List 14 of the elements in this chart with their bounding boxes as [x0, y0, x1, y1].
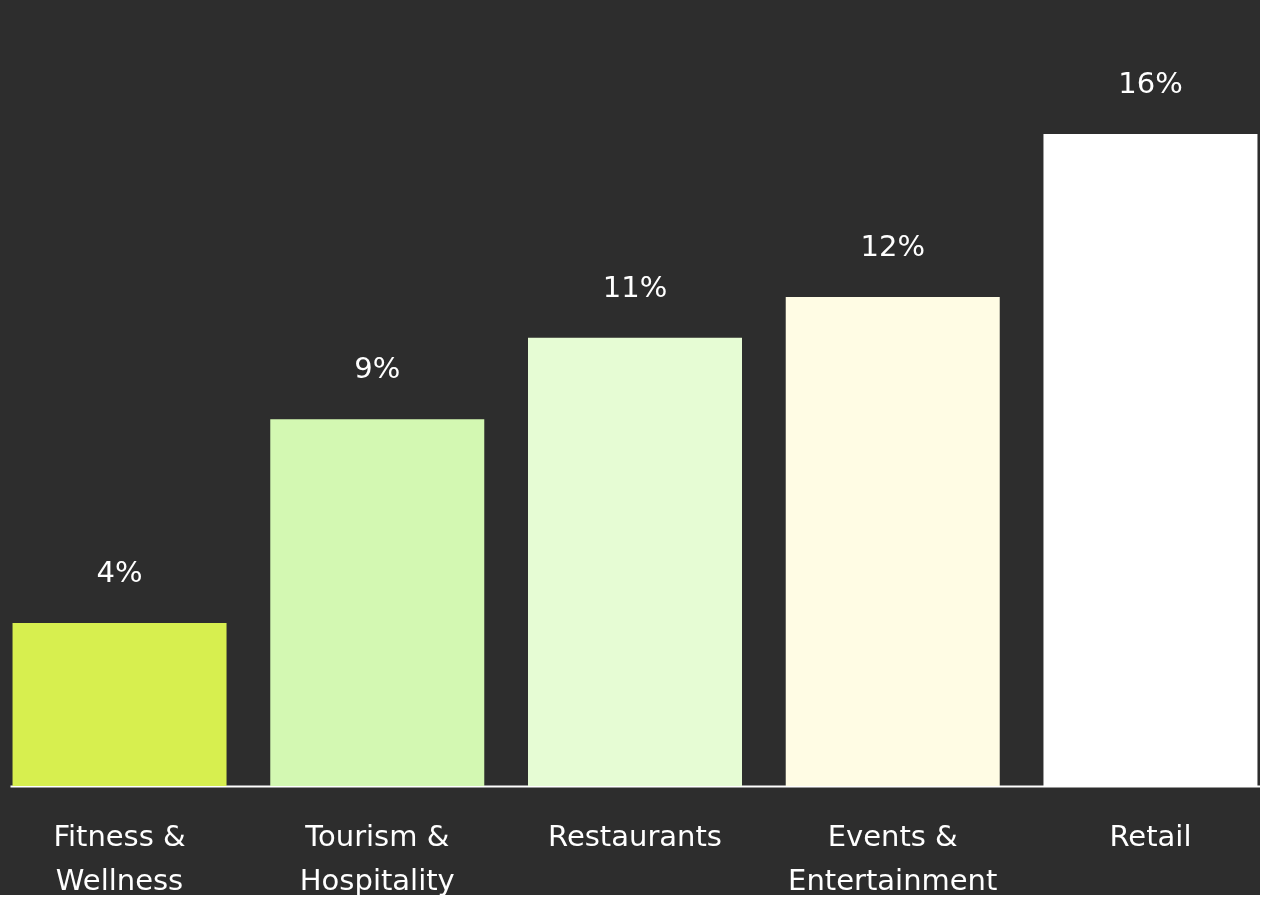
x-tick-label: Restaurants — [548, 818, 722, 853]
data-label: 12% — [860, 229, 925, 263]
bar — [528, 337, 742, 786]
x-tick-label: Tourism & Hospitality — [299, 818, 455, 897]
x-tick-label: Events & Entertainment — [788, 818, 998, 897]
bar — [12, 623, 227, 786]
data-label: 16% — [1118, 66, 1183, 100]
data-label: 4% — [96, 555, 143, 589]
data-label: 9% — [354, 351, 401, 386]
bar — [785, 297, 1000, 786]
x-tick-label: Retail — [1109, 818, 1192, 853]
data-label: 11% — [602, 269, 668, 304]
x-tick-label: Fitness & Wellness — [53, 818, 186, 897]
bar — [270, 419, 485, 786]
